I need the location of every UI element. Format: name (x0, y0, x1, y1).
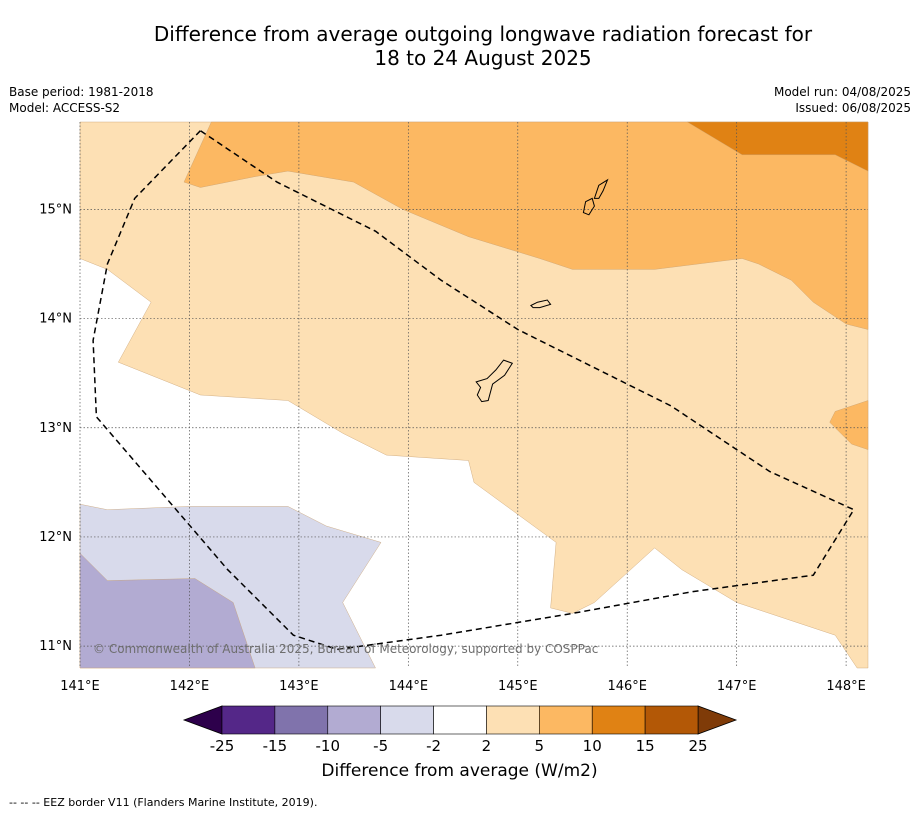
colorbar-tick-label: -15 (263, 737, 288, 755)
colorbar-bin (380, 705, 434, 735)
eez-footnote: -- -- -- EEZ border V11 (Flanders Marine… (9, 796, 318, 809)
lat-tick-label: 12°N (39, 530, 72, 545)
lon-tick-label: 141°E (60, 679, 100, 694)
colorbar-title: Difference from average (W/m2) (321, 761, 598, 781)
title-line-1: Difference from average outgoing longwav… (153, 22, 813, 46)
issued-text: Issued: 06/08/2025 (795, 101, 911, 115)
colorbar-bin (644, 705, 699, 735)
island-outline (475, 359, 514, 403)
lon-tick-label: 146°E (607, 679, 647, 694)
colorbar: -25 -15 -10 -5 -2 2 5 10 15 25 (182, 705, 738, 755)
colorbar-tick-label: 10 (583, 737, 602, 755)
copyright-text: © Commonwealth of Australia 2025, Bureau… (93, 642, 598, 656)
colorbar-bin (539, 705, 593, 735)
lon-tick-label: 143°E (279, 679, 319, 694)
lat-tick-label: 14°N (39, 312, 72, 327)
island-outline (530, 299, 552, 309)
colorbar-bin (327, 705, 381, 735)
model-run-text: Model run: 04/08/2025 (773, 85, 911, 99)
colorbar-tick-label: -25 (210, 737, 235, 755)
map-title: Difference from average outgoing longwav… (60, 22, 906, 70)
lon-tick-label: 147°E (717, 679, 757, 694)
zone-3 (686, 121, 869, 172)
eez-border-line (92, 130, 855, 651)
graticule (79, 122, 868, 668)
colorbar-tick-label: -5 (373, 737, 388, 755)
zone-1 (183, 121, 869, 330)
colorbar-bin (274, 705, 329, 735)
lat-tick-label: 11°N (39, 639, 72, 654)
model-text: Model: ACCESS-S2 (9, 101, 121, 115)
meta-left: Base period: 1981-2018 Model: ACCESS-S2 (9, 84, 154, 116)
colorbar-extend-max (697, 705, 738, 735)
title-line-2: 18 to 24 August 2025 (374, 46, 592, 70)
lat-tick-label: 13°N (39, 421, 72, 436)
island-outline (582, 197, 595, 216)
forecast-map: © Commonwealth of Australia 2025, Bureau… (39, 121, 869, 755)
colorbar-tick-label: 15 (636, 737, 655, 755)
colorbar-bin (221, 705, 276, 735)
colorbar-tick-label: 5 (535, 737, 545, 755)
anomaly-zones (79, 121, 869, 669)
island-outline (593, 178, 609, 199)
meta-right: Model run: 04/08/2025 Issued: 06/08/2025 (774, 84, 911, 116)
zone-5 (79, 552, 256, 669)
colorbar-tick-label: -2 (426, 737, 441, 755)
lat-tick-label: 15°N (39, 202, 72, 217)
colorbar-bin (486, 705, 540, 735)
base-period-text: Base period: 1981-2018 (9, 85, 154, 99)
colorbar-extend-min (182, 705, 223, 735)
coastlines (475, 178, 609, 403)
colorbar-bin (591, 705, 646, 735)
lon-tick-label: 148°E (826, 679, 866, 694)
axis-tick-labels: 141°E 142°E 143°E 144°E 145°E 146°E 147°E 148°E… (39, 202, 866, 694)
colorbar-tick-label: 25 (688, 737, 707, 755)
zone-2 (829, 400, 869, 450)
colorbar-tick-label: -10 (316, 737, 341, 755)
lon-tick-label: 142°E (170, 679, 210, 694)
lon-tick-label: 145°E (498, 679, 538, 694)
colorbar-tick-label: 2 (482, 737, 492, 755)
lon-tick-label: 144°E (389, 679, 429, 694)
colorbar-bin (433, 705, 487, 735)
